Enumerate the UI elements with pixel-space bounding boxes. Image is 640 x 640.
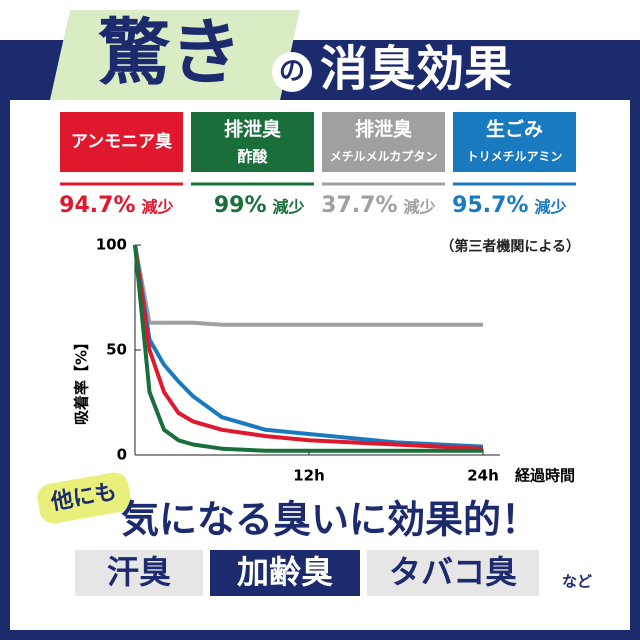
tag-bg (75, 550, 203, 596)
title-accent (50, 10, 300, 100)
series-line (133, 244, 483, 327)
reduction-word: 減少 (273, 198, 305, 217)
etc: など (562, 573, 592, 591)
odor-group: 排泄臭 (224, 118, 281, 141)
series-line (133, 244, 484, 451)
y-axis-label: 吸着率【%】 (73, 335, 91, 425)
title-particle: の (279, 57, 305, 87)
odor-box (60, 112, 183, 172)
reduction: 37.7% (321, 193, 397, 218)
odor-name: トリメチルアミン (467, 150, 563, 164)
tag-bg (367, 550, 539, 596)
annotation: （第三者機関による） (440, 238, 580, 255)
x-axis-label: 経過時間 (515, 467, 575, 485)
y-tick-label: 0 (117, 446, 127, 464)
y-tick-label: 100 (96, 236, 127, 254)
footer: 他にも 気になる臭いに効果的！ 汗臭 加齢臭 タバコ臭 など (37, 472, 592, 596)
bubble-bg (37, 472, 131, 524)
tag: 汗臭 (107, 553, 171, 591)
title-rest: 消臭効果 (320, 41, 512, 97)
tag: 加齢臭 (237, 553, 333, 591)
tag-bg (210, 550, 360, 596)
reduction: 95.7% (452, 193, 528, 218)
reduction: 99% (214, 193, 267, 218)
odor-box (322, 112, 445, 172)
series-line (133, 244, 483, 453)
particle-circle (272, 52, 312, 92)
reduction-word: 減少 (142, 198, 174, 217)
title-big: 驚き (98, 11, 242, 95)
odor-name: アンモニア臭 (71, 131, 172, 152)
x-tick-label: 24h (467, 467, 499, 485)
odor-group: 排泄臭 (355, 118, 412, 141)
odor-name: 酢酸 (237, 148, 268, 166)
headline: 気になる臭いに効果的！ (121, 498, 539, 542)
series-line (133, 244, 484, 449)
odor-box (191, 112, 314, 172)
reduction: 94.7% (59, 193, 135, 218)
odor-box (453, 112, 576, 172)
reduction-word: 減少 (404, 198, 436, 217)
y-tick-label: 50 (106, 341, 127, 359)
tag: タバコ臭 (389, 553, 517, 591)
x-tick-label: 12h (293, 467, 325, 485)
odor-group: 生ごみ (486, 118, 543, 141)
odor-name: メチルメルカプタン (330, 149, 438, 164)
reduction-word: 減少 (535, 198, 567, 217)
